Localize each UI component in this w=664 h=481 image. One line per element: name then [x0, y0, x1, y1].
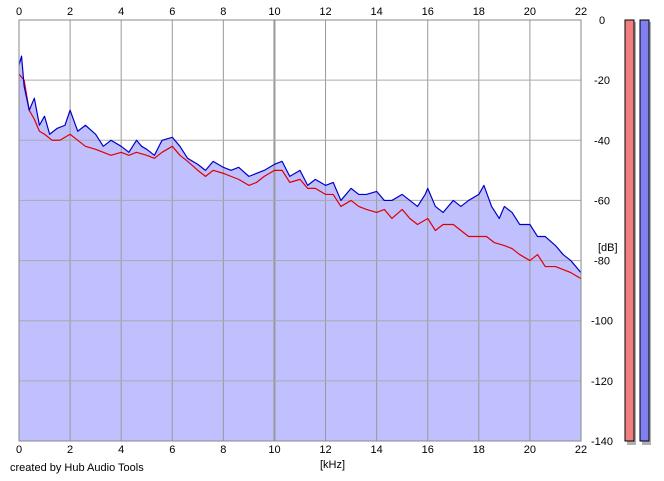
- x-tick-top-2: 2: [67, 6, 73, 18]
- x-tick-bottom-16: 16: [422, 444, 434, 456]
- x-tick-top-4: 4: [118, 6, 124, 18]
- level-meter-2: [639, 19, 650, 442]
- y-tick--100: -100: [591, 316, 613, 328]
- credit-text: created by Hub Audio Tools: [10, 462, 144, 474]
- y-axis-label: [dB]: [598, 242, 618, 254]
- x-tick-top-8: 8: [220, 6, 226, 18]
- x-tick-bottom-12: 12: [319, 444, 331, 456]
- x-tick-top-12: 12: [319, 6, 331, 18]
- series-line-red: [18, 73, 582, 280]
- x-tick-bottom-10: 10: [268, 444, 280, 456]
- x-tick-bottom-22: 22: [575, 444, 587, 456]
- x-tick-top-0: 0: [16, 6, 22, 18]
- y-tick--120: -120: [591, 376, 613, 388]
- x-tick-bottom-0: 0: [16, 444, 22, 456]
- y-tick--80: -80: [594, 256, 610, 268]
- x-tick-bottom-14: 14: [371, 444, 383, 456]
- x-axis-label: [kHz]: [320, 459, 345, 471]
- tick-labels: 002244668810101212141416161818202022220-…: [16, 6, 613, 456]
- x-tick-top-10: 10: [268, 6, 280, 18]
- level-meter-1: [624, 19, 635, 442]
- x-tick-top-18: 18: [473, 6, 485, 18]
- x-tick-top-22: 22: [575, 6, 587, 18]
- x-tick-bottom-6: 6: [169, 444, 175, 456]
- x-tick-bottom-8: 8: [220, 444, 226, 456]
- x-tick-top-20: 20: [524, 6, 536, 18]
- y-tick--140: -140: [591, 436, 613, 448]
- x-tick-bottom-18: 18: [473, 444, 485, 456]
- series-line-blue: [18, 55, 582, 273]
- plot-border: [18, 19, 582, 442]
- level-meters: [624, 19, 651, 445]
- x-tick-bottom-4: 4: [118, 444, 124, 456]
- x-tick-top-6: 6: [169, 6, 175, 18]
- spectrum-area: [19, 56, 581, 441]
- spectrum-fill: [19, 56, 581, 441]
- y-tick--40: -40: [594, 135, 610, 147]
- x-tick-bottom-2: 2: [67, 444, 73, 456]
- y-tick-0: 0: [599, 15, 605, 27]
- x-tick-top-14: 14: [371, 6, 383, 18]
- x-tick-bottom-20: 20: [524, 444, 536, 456]
- x-tick-top-16: 16: [422, 6, 434, 18]
- spectrum-series: [18, 55, 582, 280]
- y-tick--60: -60: [594, 195, 610, 207]
- y-tick--20: -20: [594, 75, 610, 87]
